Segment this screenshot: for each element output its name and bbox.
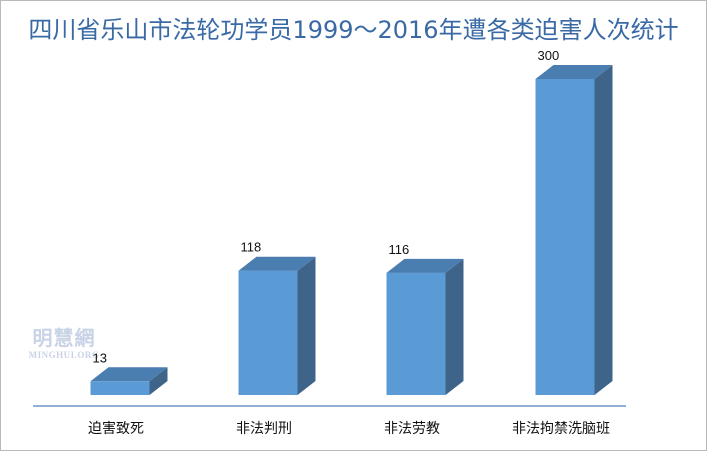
x-tick-label-4: 非法拘禁洗脑班 [512,421,610,437]
bars-group [90,65,613,395]
minghui-watermark: 明慧網 MINGHUI.ORG [22,322,106,360]
bar-front-face [535,79,595,395]
data-labels: 13 118 116 300 [93,48,560,365]
bar-side-face [445,258,464,395]
bar-front-face [386,272,446,395]
bar-side-face [297,256,316,395]
x-tick-labels: 迫害致死 非法判刑 非法劳教 非法拘禁洗脑班 [88,421,610,437]
bar-top-face [90,367,168,382]
watermark-en: MINGHUI.ORG [28,350,100,360]
bar-3 [386,258,464,395]
bar-top-face [386,258,464,273]
bar-top-face [535,65,613,79]
x-tick-label-2: 非法判刑 [236,421,292,437]
bar-4 [535,65,613,395]
bar-top-face [238,256,316,271]
watermark-cn: 明慧網 [32,326,96,350]
bar-front-face [238,270,298,395]
bar-2 [238,256,316,395]
bar-side-face [149,367,168,395]
chart-title: 四川省乐山市法轮功学员1999～2016年遭各类迫害人次统计 [28,16,679,44]
data-label-4: 300 [538,48,560,63]
x-tick-label-1: 迫害致死 [88,421,144,437]
data-label-2: 118 [241,240,262,255]
data-label-1: 13 [93,350,107,365]
bar-side-face [594,65,613,395]
x-tick-label-3: 非法劳教 [384,421,440,437]
bar-front-face [90,381,150,395]
data-label-3: 116 [389,242,410,257]
bar-1 [90,367,168,395]
